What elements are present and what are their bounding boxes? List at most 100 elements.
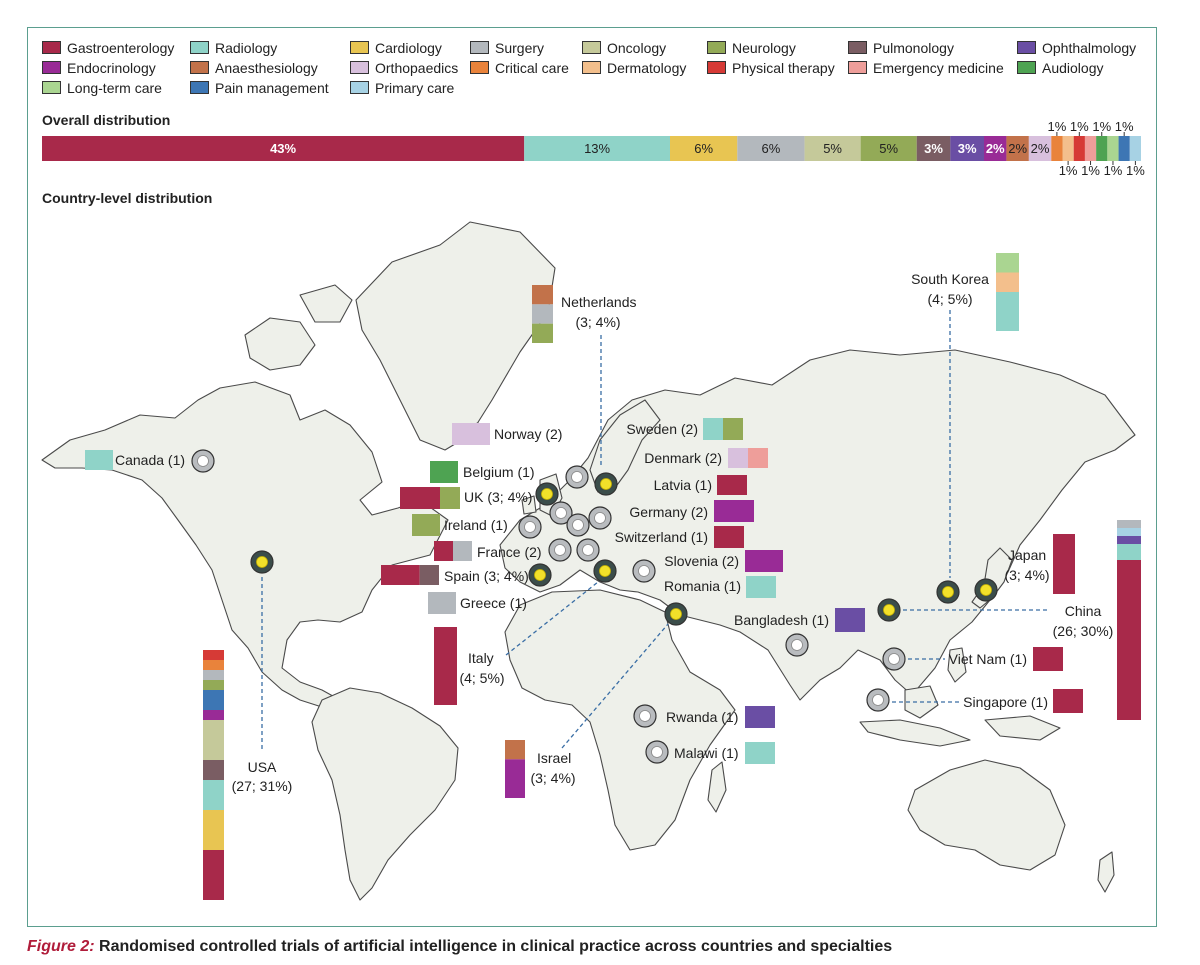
country-bar-segment-netherlands-surgery (532, 304, 553, 324)
country-label-usa: USA (248, 759, 277, 775)
country-label-israel: (3; 4%) (530, 770, 575, 786)
legend-label: Ophthalmology (1042, 40, 1137, 56)
country-label-south-korea: (4; 5%) (927, 291, 972, 307)
legend-label: Orthopaedics (375, 60, 459, 76)
country-bar-segment-romania-radiology (746, 576, 776, 598)
overall-bar-segment-critical-care (1051, 136, 1063, 161)
legend-item-pain-management: Pain management (190, 80, 329, 96)
country-marker-dot (942, 586, 954, 598)
country-marker-romania (632, 559, 656, 583)
overall-bar-segment-physical-therapy (1073, 136, 1085, 161)
legend-item-neurology: Neurology (707, 40, 796, 56)
legend-item-long-term-care: Long-term care (42, 80, 162, 96)
country-label-japan: Japan (1008, 547, 1046, 563)
country-marker-singapore (866, 688, 890, 712)
overall-bar-label: 1% (1104, 163, 1123, 178)
country-label-germany: Germany (2) (629, 504, 708, 520)
greenland-shape (355, 221, 556, 451)
country-bar-segment-denmark-orthopaedics (728, 448, 748, 468)
country-marker-malawi (645, 740, 669, 764)
legend-swatch (42, 81, 61, 94)
country-marker-dot (883, 604, 895, 616)
country-label-denmark: Denmark (2) (644, 450, 722, 466)
country-bar-segment-china-radiology (1117, 544, 1141, 560)
country-marker-netherlands (565, 465, 589, 489)
country-marker-dot (572, 519, 584, 531)
indonesia-shape (859, 719, 971, 747)
legend-swatch (42, 41, 61, 54)
country-bar-segment-usa-endocrinology (203, 710, 224, 720)
country-label-switzerland: Switzerland (1) (615, 529, 708, 545)
legend-label: Critical care (495, 60, 569, 76)
country-bar-segment-south-korea-dermatology (996, 272, 1019, 292)
country-bar-segment-usa-gastroenterology (203, 850, 224, 900)
overall-bar-segment-radiology (524, 136, 670, 161)
country-marker-dot (670, 608, 682, 620)
country-label-viet-nam: Viet Nam (1) (949, 651, 1027, 667)
country-bar-segment-south-korea-long-term-care (996, 253, 1019, 273)
country-marker-dot (651, 746, 663, 758)
new-guinea-shape (984, 715, 1061, 741)
legend-label: Cardiology (375, 40, 442, 56)
arctic-islands-shape (299, 284, 353, 323)
legend-item-pulmonology: Pulmonology (848, 40, 954, 56)
country-marker-dot (197, 455, 209, 467)
legend-item-audiology: Audiology (1017, 60, 1104, 76)
country-label-netherlands: Netherlands (561, 294, 637, 310)
overall-bar-segment-pulmonology (916, 136, 951, 161)
legend-swatch (707, 61, 726, 74)
figure-frame (27, 27, 1157, 927)
country-marker-switzerland (576, 538, 600, 562)
australia-shape (907, 759, 1066, 871)
country-label-china: China (1065, 603, 1102, 619)
north-america-shape (41, 381, 449, 709)
overall-bar-label: 1% (1115, 119, 1134, 134)
legend-swatch (350, 81, 369, 94)
legend-swatch (848, 41, 867, 54)
overall-bar-label: 6% (694, 141, 713, 156)
country-bar-segment-canada-radiology (85, 450, 113, 470)
overall-bar-label: 3% (924, 141, 943, 156)
country-marker-canada (191, 449, 215, 473)
leader-line-israel (561, 623, 669, 749)
country-marker-dot (639, 710, 651, 722)
country-bar-segment-switzerland-gastroenterology (714, 526, 744, 548)
country-label-ireland: Ireland (1) (444, 517, 508, 533)
country-bar-segment-china-primary-care (1117, 528, 1141, 536)
country-bar-segment-ireland-neurology (412, 514, 440, 536)
overall-bar-label: 2% (1031, 141, 1050, 156)
country-bar-segment-netherlands-anaesthesiology (532, 285, 553, 305)
legend-item-gastroenterology: Gastroenterology (42, 40, 174, 56)
legend-swatch (1017, 61, 1036, 74)
country-bar-segment-usa-surgery (203, 670, 224, 680)
legend-swatch (190, 61, 209, 74)
overall-bar-label: 1% (1126, 163, 1145, 178)
overall-bar-segment-pain-management (1118, 136, 1130, 161)
caption-text: Randomised controlled trials of artifici… (99, 938, 893, 955)
country-label-greece: Greece (1) (460, 595, 527, 611)
country-bar-segment-japan-gastroenterology (1053, 534, 1075, 594)
legend-item-cardiology: Cardiology (350, 40, 442, 56)
country-bar-segment-italy-gastroenterology (434, 627, 457, 705)
country-marker-israel (664, 602, 688, 626)
country-bar-segment-germany-endocrinology (714, 500, 754, 522)
country-marker-bangladesh (785, 633, 809, 657)
country-marker-dot (256, 556, 268, 568)
legend-swatch (470, 61, 489, 74)
country-marker-dot (638, 565, 650, 577)
legend-swatch (350, 61, 369, 74)
arctic-islands-shape (244, 317, 316, 371)
legend-swatch (350, 41, 369, 54)
legend-item-ophthalmology: Ophthalmology (1017, 40, 1136, 56)
country-label-israel: Israel (537, 750, 571, 766)
country-bar-segment-norway-orthopaedics (452, 423, 490, 445)
country-marker-dot (524, 521, 536, 533)
country-marker-dot (534, 569, 546, 581)
leader-line-italy (505, 581, 599, 656)
legend-item-surgery: Surgery (470, 40, 544, 56)
country-marker-dot (599, 565, 611, 577)
country-bar-segment-usa-oncology (203, 720, 224, 760)
country-label-slovenia: Slovenia (2) (664, 553, 739, 569)
overall-bar-segment-surgery (737, 136, 805, 161)
country-marker-uk (535, 482, 559, 506)
